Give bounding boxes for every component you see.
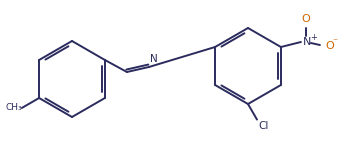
Text: O: O [302, 14, 310, 24]
Text: Cl: Cl [258, 121, 268, 131]
Text: N: N [150, 54, 158, 64]
Text: ⁻: ⁻ [332, 37, 337, 47]
Text: N: N [303, 37, 311, 47]
Text: O: O [325, 41, 334, 51]
Text: +: + [310, 34, 317, 42]
Text: CH₃: CH₃ [5, 103, 22, 112]
